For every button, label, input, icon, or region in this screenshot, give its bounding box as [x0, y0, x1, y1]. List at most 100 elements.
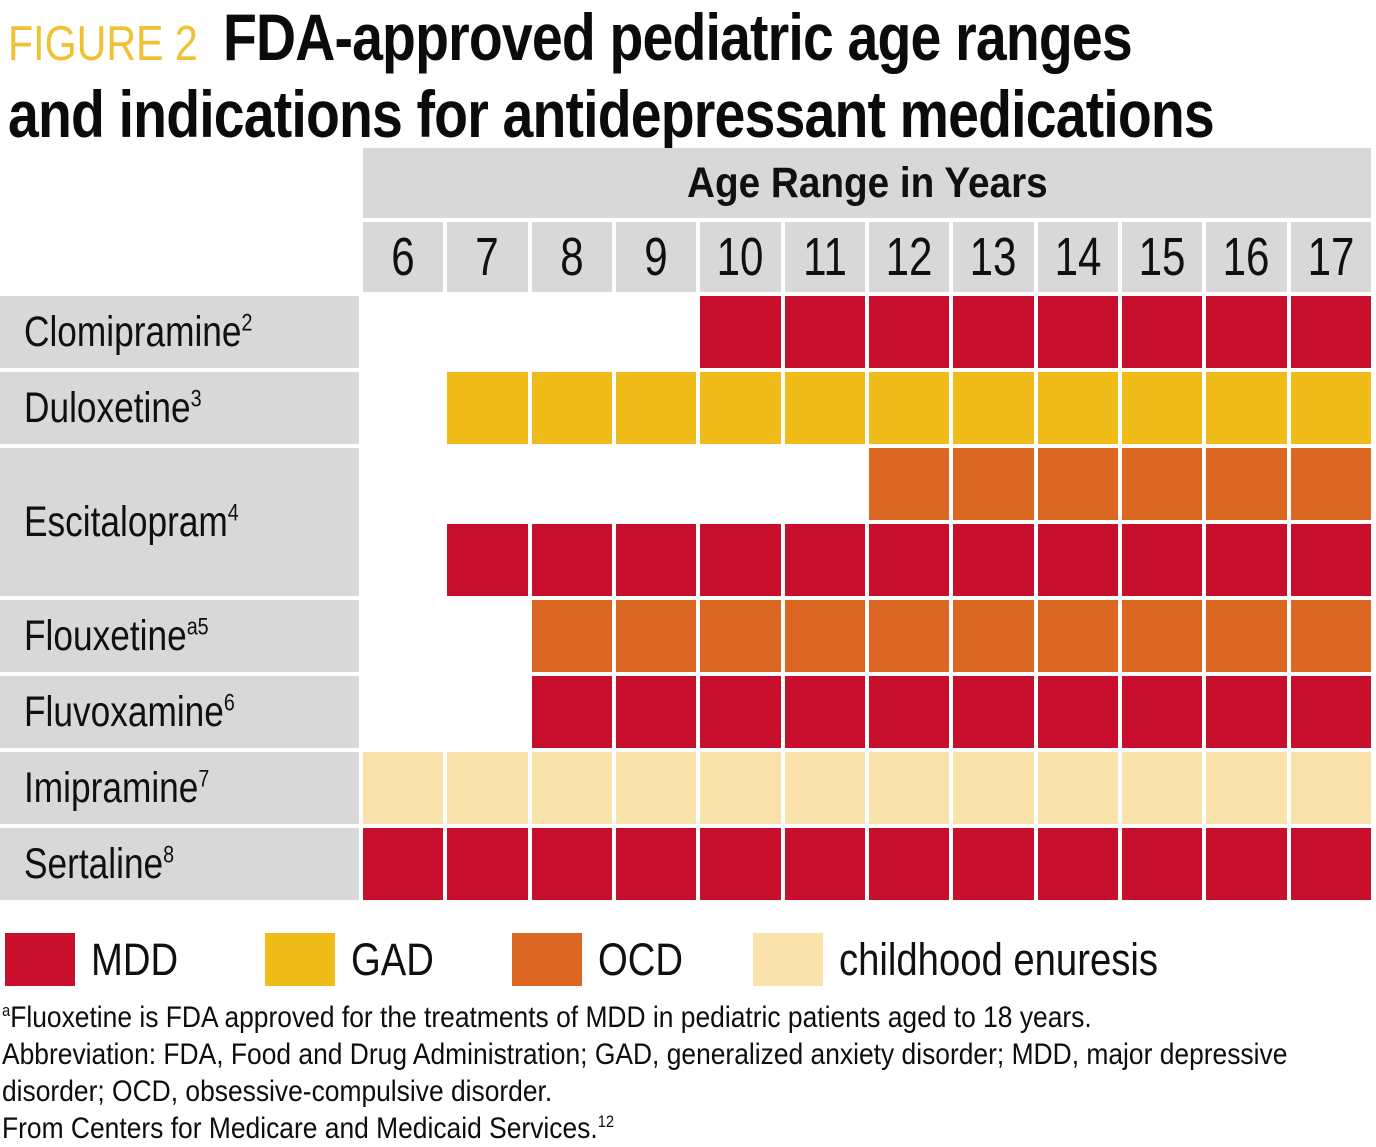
matrix-cell-ocd [1037, 448, 1118, 520]
age-column-header: 12 [869, 222, 950, 292]
figure-title-block: FIGURE 2 FDA-approved pediatric age range… [8, 2, 1376, 149]
matrix-cell-gad [869, 372, 950, 444]
matrix-cell-mdd [531, 524, 612, 596]
legend-swatch [265, 933, 335, 986]
matrix-cell-mdd [1206, 296, 1287, 368]
matrix-cell-ocd [1037, 600, 1118, 672]
legend-label: MDD [91, 933, 179, 985]
drug-label-flouxetine: Flouxetinea5 [0, 600, 359, 672]
legend-item: MDD [5, 933, 193, 986]
matrix-cell-empty [447, 676, 527, 748]
matrix-cell-mdd [700, 676, 781, 748]
matrix-cell-ocd [1206, 600, 1287, 672]
matrix-cell-mdd [616, 676, 697, 748]
matrix-cell-mdd [953, 296, 1034, 368]
matrix-cell-gad [616, 372, 697, 444]
matrix-cell-empty [616, 296, 696, 368]
footnote-citation-superscript: 12 [597, 1112, 615, 1131]
matrix-cell-gad [447, 372, 528, 444]
matrix-cell-ocd [1290, 448, 1371, 520]
matrix-cell-gad [531, 372, 612, 444]
matrix-cell-empty [785, 448, 865, 520]
matrix-cell-gad [1206, 372, 1287, 444]
matrix-cell-mdd [1037, 524, 1118, 596]
age-label: 11 [802, 227, 847, 287]
drug-label-duloxetine: Duloxetine3 [0, 372, 359, 444]
matrix-cell-mdd [531, 676, 612, 748]
figure-title-line1: FDA-approved pediatric age ranges [223, 0, 1133, 74]
matrix-cell-mdd [616, 828, 697, 900]
age-column-header: 8 [531, 222, 612, 292]
matrix-cell-mdd [784, 676, 865, 748]
drug-reference-superscript: 2 [241, 309, 253, 337]
matrix-cell-ocd [700, 600, 781, 672]
matrix-cell-mdd [869, 676, 950, 748]
matrix-cell-ocd [1290, 600, 1371, 672]
matrix-cell-mdd [1037, 828, 1118, 900]
footnotes: aFluoxetine is FDA approved for the trea… [2, 999, 1376, 1147]
figure-title-line1-row: FIGURE 2 FDA-approved pediatric age range… [8, 2, 1214, 79]
matrix-cell-gad [784, 372, 865, 444]
legend-swatch [512, 933, 582, 986]
matrix-cell-empty [363, 372, 443, 444]
matrix-cell-empty [532, 448, 612, 520]
ages-row-spacer [0, 222, 359, 292]
matrix-cell-mdd [700, 296, 781, 368]
legend-item: OCD [512, 933, 698, 986]
matrix-cell-mdd [700, 524, 781, 596]
drug-reference-superscript: 4 [227, 499, 239, 527]
drug-reference-superscript: 3 [190, 385, 202, 413]
age-label: 8 [560, 227, 584, 287]
drug-name: Imipramine7 [24, 763, 210, 812]
drug-reference-superscript: 8 [163, 841, 175, 869]
matrix-cell-mdd [447, 524, 528, 596]
drug-label-clomipramine: Clomipramine2 [0, 296, 359, 368]
matrix-cell-childhood-enuresis [1037, 752, 1118, 824]
drug-name: Clomipramine2 [24, 307, 253, 356]
legend: MDD GAD OCD childhood enuresis [0, 933, 1376, 989]
age-indication-grid: Age Range in Years 6 7 8 9 10 11 12 13 14 15 16 17 Cl… [0, 148, 1371, 900]
age-column-header: 7 [447, 222, 528, 292]
age-label: 12 [885, 227, 933, 287]
age-label: 16 [1223, 227, 1270, 287]
legend-swatch [5, 933, 75, 986]
matrix-cell-mdd [447, 828, 528, 900]
matrix-cell-ocd [1122, 448, 1203, 520]
matrix-cell-gad [953, 372, 1034, 444]
matrix-cell-childhood-enuresis [1122, 752, 1203, 824]
legend-label: OCD [598, 933, 683, 985]
matrix-cell-childhood-enuresis [616, 752, 697, 824]
matrix-cell-ocd [953, 448, 1034, 520]
legend-label: childhood enuresis [839, 933, 1158, 985]
matrix-cell-mdd [363, 828, 444, 900]
matrix-cell-mdd [953, 524, 1034, 596]
matrix-cell-empty [447, 600, 527, 672]
age-column-header: 9 [616, 222, 697, 292]
matrix-cell-mdd [1037, 676, 1118, 748]
age-column-header: 16 [1206, 222, 1287, 292]
age-label: 14 [1054, 227, 1102, 287]
matrix-cell-mdd [531, 828, 612, 900]
drug-reference-superscript: 6 [223, 689, 235, 717]
matrix-cell-ocd [784, 600, 865, 672]
matrix-cell-empty [363, 296, 443, 368]
age-column-header: 17 [1290, 222, 1371, 292]
age-column-header: 14 [1037, 222, 1118, 292]
matrix-cell-empty [447, 448, 527, 520]
matrix-cell-empty [363, 600, 443, 672]
matrix-cell-mdd [616, 524, 697, 596]
matrix-cell-childhood-enuresis [1290, 752, 1371, 824]
matrix-cell-mdd [953, 676, 1034, 748]
matrix-cell-empty [363, 524, 443, 596]
matrix-cell-childhood-enuresis [1206, 752, 1287, 824]
matrix-cell-gad [1290, 372, 1371, 444]
matrix-cell-mdd [1037, 296, 1118, 368]
age-label: 13 [970, 227, 1017, 287]
figure-number-label: FIGURE 2 [8, 17, 198, 71]
matrix-cell-mdd [700, 828, 781, 900]
matrix-cell-mdd [1122, 676, 1203, 748]
age-label: 9 [644, 227, 668, 287]
footnote-line: Abbreviation: FDA, Food and Drug Adminis… [2, 1038, 1288, 1108]
matrix-cell-empty [447, 296, 527, 368]
age-column-header: 10 [700, 222, 781, 292]
